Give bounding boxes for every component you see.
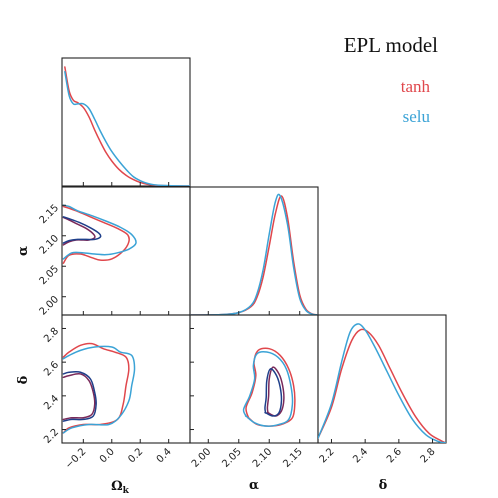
x-tick-label: 0.2 bbox=[126, 446, 145, 465]
y-tick-label: 2.2 bbox=[42, 427, 61, 446]
x-tick-label: 2.2 bbox=[318, 446, 337, 465]
panel-alpha-delta: 2.00 2.05 2.10 2.15 bbox=[189, 314, 319, 470]
contour-omk_delta-selu_inner bbox=[62, 370, 97, 422]
panel-alpha-alpha bbox=[189, 186, 319, 316]
y-axis-label-alpha: α bbox=[16, 246, 31, 256]
legend-entry-tanh: tanh bbox=[401, 77, 431, 96]
marginal-delta-tanh bbox=[318, 328, 446, 443]
panel-frame bbox=[61, 314, 191, 444]
x-tick-label: 2.00 bbox=[190, 446, 214, 470]
marginal-omk-tanh bbox=[64, 66, 190, 186]
contour-omk_delta-tanh_inner bbox=[62, 373, 96, 421]
panel-frame bbox=[61, 57, 191, 187]
contour-omk_delta-selu_outer bbox=[62, 345, 136, 434]
contour-alpha_delta-selu_inner bbox=[264, 368, 283, 417]
contour-omk_alpha-selu_outer bbox=[62, 204, 137, 260]
panel-omk-delta: −0.2 0.0 0.2 0.4 2.2 2.4 2.6 2.8 bbox=[42, 314, 191, 471]
x-tick-label: −0.2 bbox=[63, 446, 88, 471]
y-tick-label: 2.05 bbox=[38, 264, 62, 288]
x-axis-label-omk: Ωk bbox=[111, 479, 130, 496]
x-tick-label: 2.10 bbox=[251, 446, 275, 470]
y-tick-label: 2.6 bbox=[42, 360, 61, 379]
x-tick-label: 0.0 bbox=[98, 446, 117, 465]
x-axis-label-delta: δ bbox=[379, 478, 388, 493]
chart-title: EPL model bbox=[344, 33, 438, 57]
legend-entry-selu: selu bbox=[403, 107, 431, 126]
marginal-alpha-selu bbox=[190, 193, 318, 315]
y-tick-label: 2.10 bbox=[38, 233, 62, 257]
x-tick-label: 2.8 bbox=[419, 446, 438, 465]
x-tick-label: 2.05 bbox=[220, 446, 244, 470]
contour-alpha_delta-selu_outer bbox=[242, 350, 294, 427]
panel-omk-omk bbox=[61, 57, 191, 187]
contour-omk_alpha-selu_inner bbox=[62, 216, 102, 244]
y-tick-label: 2.4 bbox=[42, 393, 61, 412]
y-tick-label: 2.00 bbox=[38, 294, 62, 318]
panels: 2.002.052.102.15−0.2 0.0 0.2 0.42.22.42.62.… bbox=[38, 57, 447, 471]
panel-delta-delta: 2.2 2.4 2.6 2.8 bbox=[317, 314, 447, 465]
x-axis-label-alpha: α bbox=[249, 478, 259, 493]
x-tick-label: 0.4 bbox=[155, 446, 174, 465]
x-tick-label: 2.4 bbox=[351, 446, 370, 465]
panel-frame bbox=[317, 314, 447, 444]
y-tick-label: 2.15 bbox=[38, 203, 62, 227]
panel-omk-alpha: 2.00 2.05 2.10 2.15 bbox=[38, 186, 191, 318]
x-tick-label: 2.15 bbox=[281, 446, 305, 470]
marginal-omk-selu bbox=[64, 70, 190, 186]
y-axis-label-delta: δ bbox=[16, 375, 31, 384]
marginal-delta-selu bbox=[318, 323, 446, 443]
x-tick-label: 2.6 bbox=[385, 446, 404, 465]
y-tick-label: 2.8 bbox=[42, 326, 61, 345]
contour-alpha_delta-tanh_inner bbox=[266, 366, 285, 417]
